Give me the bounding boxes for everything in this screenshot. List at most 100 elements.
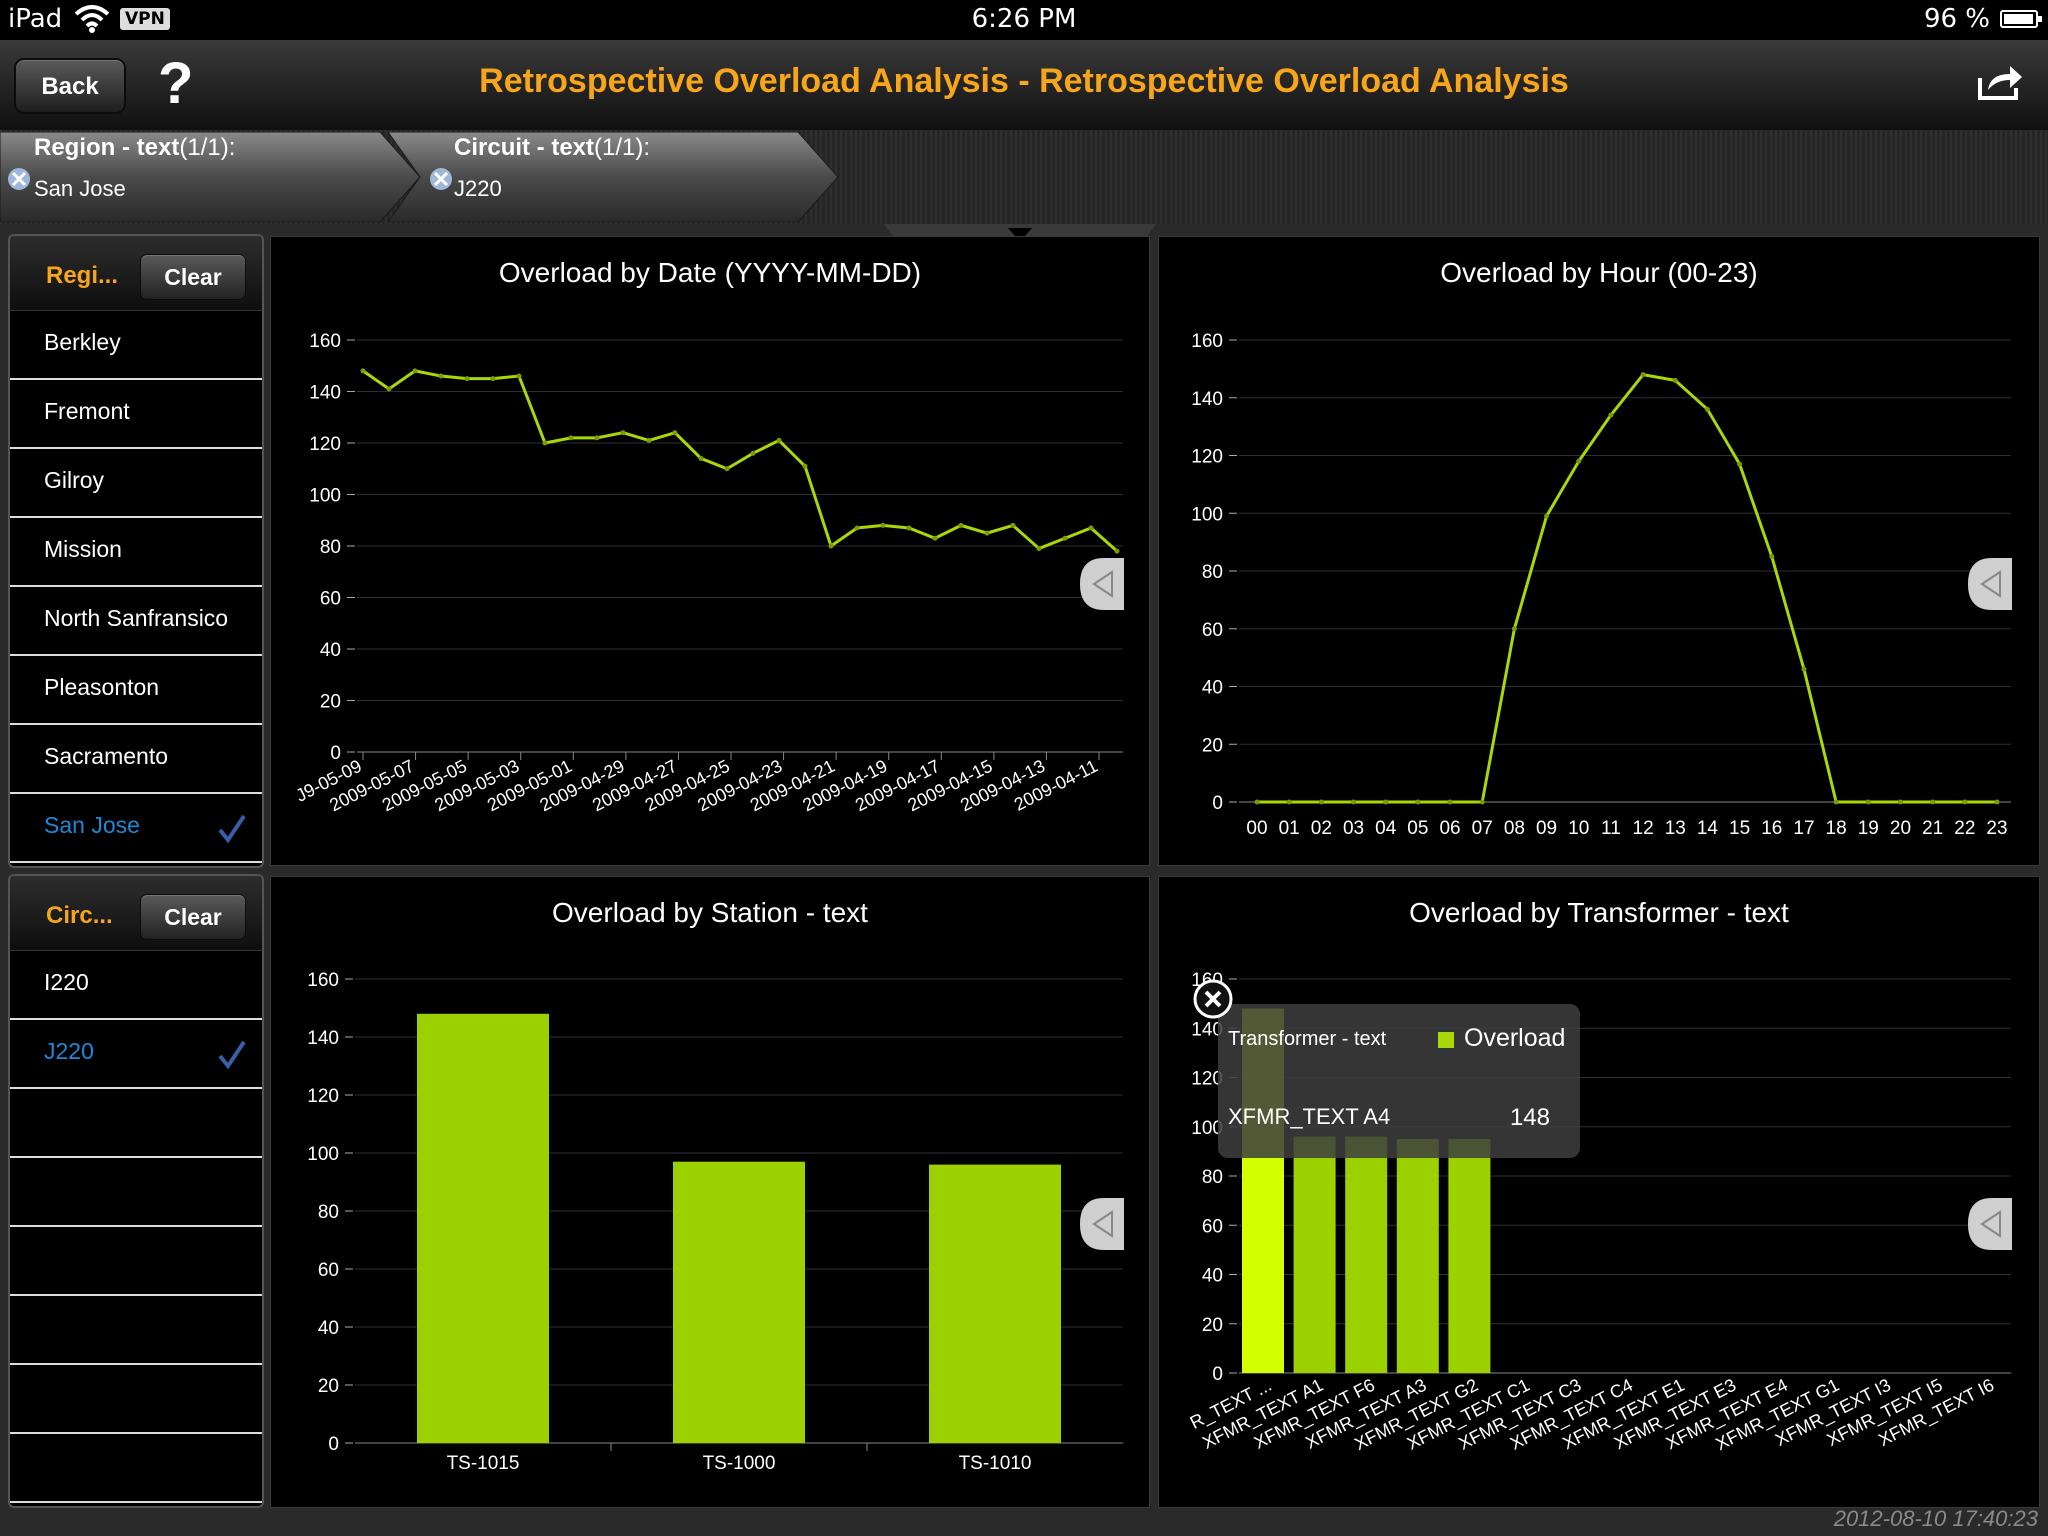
expand-panel-tab[interactable] bbox=[1080, 558, 1124, 610]
x-tick-label: TS-1010 bbox=[959, 1453, 1032, 1474]
data-point bbox=[750, 450, 756, 456]
bar-chart-transformer[interactable]: 020406080100120140160R_TEXT ...XFMR_TEXT… bbox=[1159, 877, 2039, 1507]
circuit-list-empty-row bbox=[10, 1089, 262, 1158]
y-tick-label: 20 bbox=[1202, 735, 1223, 756]
region-list-item[interactable]: Pleasonton bbox=[10, 656, 262, 725]
x-tick-label: 02 bbox=[1311, 818, 1332, 839]
back-button[interactable]: Back bbox=[14, 58, 126, 114]
region-list-item-label: Mission bbox=[44, 536, 122, 562]
y-tick-label: 0 bbox=[328, 1434, 339, 1455]
chart-panel-station: Overload by Station - text 0 20 40 60 80 100 1… bbox=[270, 876, 1150, 1508]
legend-swatch bbox=[1438, 1032, 1454, 1048]
region-list-item[interactable]: Gilroy bbox=[10, 449, 262, 518]
y-tick-label: 140 bbox=[307, 1028, 339, 1049]
data-point bbox=[594, 435, 600, 441]
data-point bbox=[490, 376, 496, 382]
breadcrumb-label: Region - text(1/1): bbox=[34, 134, 236, 161]
x-tick-label: 18 bbox=[1826, 818, 1847, 839]
help-icon[interactable]: ? bbox=[158, 51, 194, 116]
breadcrumb-item-region[interactable]: Region - text(1/1): San Jose bbox=[0, 132, 430, 222]
circuit-clear-button[interactable]: Clear bbox=[140, 894, 246, 940]
y-tick-label: 100 bbox=[1191, 1118, 1223, 1139]
region-clear-button[interactable]: Clear bbox=[140, 254, 246, 300]
y-tick-label: 100 bbox=[1191, 504, 1223, 525]
battery-percent: 96 % bbox=[1923, 4, 1990, 34]
remove-filter-icon[interactable] bbox=[428, 166, 454, 192]
y-tick-label: 0 bbox=[1212, 793, 1223, 814]
region-list-title: Regi... bbox=[46, 262, 119, 289]
chart-panel-date: Overload by Date (YYYY-MM-DD) 0 20 40 60 80 1… bbox=[270, 236, 1150, 866]
bar bbox=[1448, 1139, 1491, 1373]
y-tick-label: 40 bbox=[320, 640, 341, 661]
y-tick-label: 120 bbox=[1191, 447, 1223, 468]
region-list-item[interactable]: North Sanfransico bbox=[10, 587, 262, 656]
line-chart-hour[interactable]: 0 20 40 60 80 100 120 140 160 00 01 02 03 04 05 06 07 08 0… bbox=[1159, 237, 2039, 865]
region-list-item-label: Fremont bbox=[44, 398, 130, 424]
nav-bar: Back ? Retrospective Overload Analysis -… bbox=[0, 40, 2048, 131]
expand-panel-tab[interactable] bbox=[1968, 558, 2012, 610]
y-tick-label: 20 bbox=[318, 1376, 339, 1397]
region-list-item[interactable]: Sacramento bbox=[10, 725, 262, 794]
circuit-list-empty-row bbox=[10, 1434, 262, 1503]
x-tick-label: 20 bbox=[1890, 818, 1911, 839]
region-list-panel: Regi... Clear Berkley Fremont Gilroy Missio… bbox=[8, 234, 264, 868]
checkmark-icon bbox=[218, 814, 246, 844]
y-tick-label: 20 bbox=[1202, 1315, 1223, 1336]
circuit-list-item-label: J220 bbox=[44, 1038, 94, 1064]
bar bbox=[1345, 1136, 1388, 1373]
bar bbox=[1396, 1139, 1439, 1373]
circuit-list-item[interactable]: J220 bbox=[10, 1020, 262, 1089]
tooltip-series-header: Overload bbox=[1464, 1024, 1566, 1052]
expand-panel-tab[interactable] bbox=[1080, 1198, 1124, 1250]
x-tick-label: 15 bbox=[1729, 818, 1750, 839]
x-tick-label: 17 bbox=[1793, 818, 1814, 839]
remove-filter-icon[interactable] bbox=[6, 166, 32, 192]
data-point bbox=[984, 530, 990, 536]
line-chart-date[interactable]: 020406080100120140160J9-05-092009-05-072… bbox=[271, 237, 1149, 865]
x-tick-label: 00 bbox=[1246, 818, 1267, 839]
data-point bbox=[1088, 525, 1094, 531]
y-tick-label: 60 bbox=[320, 589, 341, 610]
bar bbox=[929, 1164, 1061, 1443]
region-list-item[interactable]: Mission bbox=[10, 518, 262, 587]
share-icon[interactable] bbox=[1976, 62, 2024, 102]
region-list-item[interactable]: Berkley bbox=[10, 311, 262, 380]
chart-title: Overload by Transformer - text bbox=[1409, 897, 1789, 928]
data-point bbox=[1672, 377, 1678, 383]
circuit-list-item[interactable]: I220 bbox=[10, 951, 262, 1020]
region-list-item[interactable]: San Jose bbox=[10, 794, 262, 863]
status-bar: iPad VPN 6:26 PM 96 % bbox=[0, 0, 2048, 40]
region-list-item-label: Gilroy bbox=[44, 467, 105, 493]
data-point bbox=[1704, 406, 1710, 412]
data-point bbox=[646, 437, 652, 443]
data-point bbox=[1511, 626, 1517, 632]
x-tick-label: 01 bbox=[1279, 818, 1300, 839]
data-point bbox=[542, 440, 548, 446]
series-line bbox=[362, 369, 1118, 553]
breadcrumb: Region - text(1/1): San Jose Circuit - t… bbox=[0, 130, 2048, 224]
data-point bbox=[412, 368, 418, 374]
data-point bbox=[1769, 554, 1775, 560]
expand-panel-tab[interactable] bbox=[1968, 1198, 2012, 1250]
y-tick-label: 160 bbox=[307, 970, 339, 991]
data-point bbox=[854, 525, 860, 531]
bar-chart-station[interactable]: 0 20 40 60 80 100 120 140 160 TS-1015 TS-1000 TS-10… bbox=[271, 877, 1149, 1507]
page-title: Retrospective Overload Analysis - Retros… bbox=[479, 62, 1569, 100]
data-point bbox=[1415, 799, 1421, 805]
data-point bbox=[1318, 799, 1324, 805]
tooltip-row-value: 148 bbox=[1509, 1104, 1550, 1131]
x-tick-label: 10 bbox=[1568, 818, 1589, 839]
breadcrumb-item-circuit[interactable]: Circuit - text(1/1): J220 bbox=[388, 132, 848, 222]
x-tick-label: 04 bbox=[1375, 818, 1397, 839]
data-point bbox=[1010, 522, 1016, 528]
circuit-list-title: Circ... bbox=[46, 902, 113, 929]
data-point bbox=[1447, 799, 1453, 805]
region-list-header: Regi... Clear bbox=[10, 236, 262, 311]
region-list-item[interactable]: Fremont bbox=[10, 380, 262, 449]
battery-icon bbox=[2000, 10, 2042, 28]
chart-panel-transformer: Overload by Transformer - text 0 20 40 60 80… bbox=[1158, 876, 2040, 1508]
circuit-list-empty-row bbox=[10, 1158, 262, 1227]
close-icon[interactable] bbox=[1192, 978, 1234, 1020]
x-tick-label: 22 bbox=[1954, 818, 1975, 839]
y-tick-label: 60 bbox=[1202, 620, 1223, 641]
